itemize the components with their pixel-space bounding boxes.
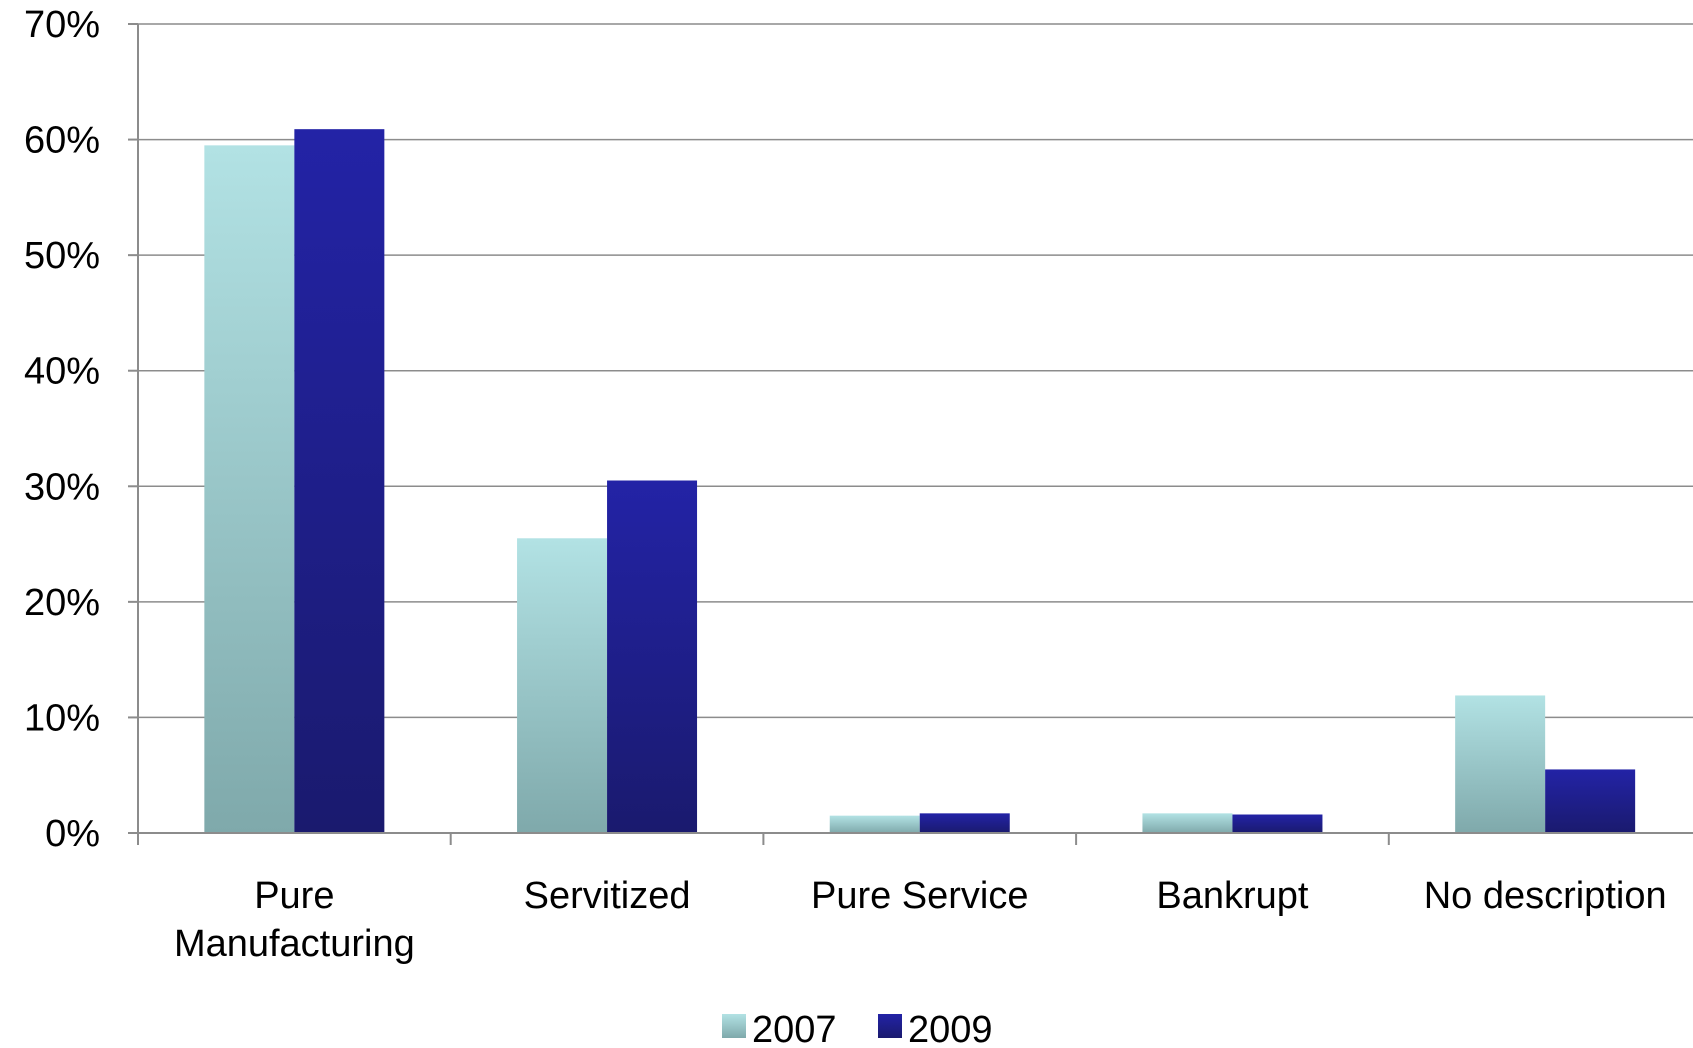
bar-2009-servitized	[607, 480, 698, 833]
y-tick-label: 40%	[24, 351, 100, 393]
gridlines	[138, 23, 1693, 719]
y-tick-label: 30%	[24, 466, 100, 508]
legend-swatch-2009	[878, 1014, 902, 1038]
bar-2009-no-description	[1545, 769, 1636, 833]
y-tick-label: 20%	[24, 582, 100, 624]
bar-2007-servitized	[517, 538, 608, 833]
y-tick-label: 10%	[24, 697, 100, 739]
bar-2009-bankrupt	[1232, 814, 1323, 833]
y-tick-label: 0%	[45, 813, 100, 855]
y-tick-label: 70%	[24, 4, 100, 46]
x-category-label: Servitized	[524, 875, 691, 917]
bar-2007-no-description	[1455, 695, 1546, 833]
bar-2007-bankrupt	[1142, 813, 1233, 833]
x-category-label: Manufacturing	[174, 923, 415, 965]
legend: 2007 2009	[722, 1009, 993, 1048]
bar-2009-pure-manufacturing	[294, 129, 385, 834]
legend-label-2007: 2007	[752, 1009, 837, 1048]
y-tick-label: 50%	[24, 235, 100, 277]
x-category-label: Pure Service	[811, 875, 1029, 917]
bar-2007-pure-service	[829, 815, 920, 833]
y-tick-label: 60%	[24, 120, 100, 162]
bars	[204, 129, 1636, 834]
x-category-label: Bankrupt	[1156, 875, 1309, 917]
tick-labels: 0% 10% 20% 30% 40% 50% 60% 70% Pure Manufacturing…	[24, 4, 1667, 965]
bar-2009-pure-service	[919, 813, 1010, 833]
x-category-label: No description	[1424, 875, 1667, 917]
legend-swatch-2007	[722, 1014, 746, 1038]
x-category-label: Pure	[254, 875, 334, 917]
axes	[128, 23, 1693, 845]
bar-2007-pure-manufacturing	[204, 145, 295, 834]
legend-label-2009: 2009	[908, 1009, 993, 1048]
